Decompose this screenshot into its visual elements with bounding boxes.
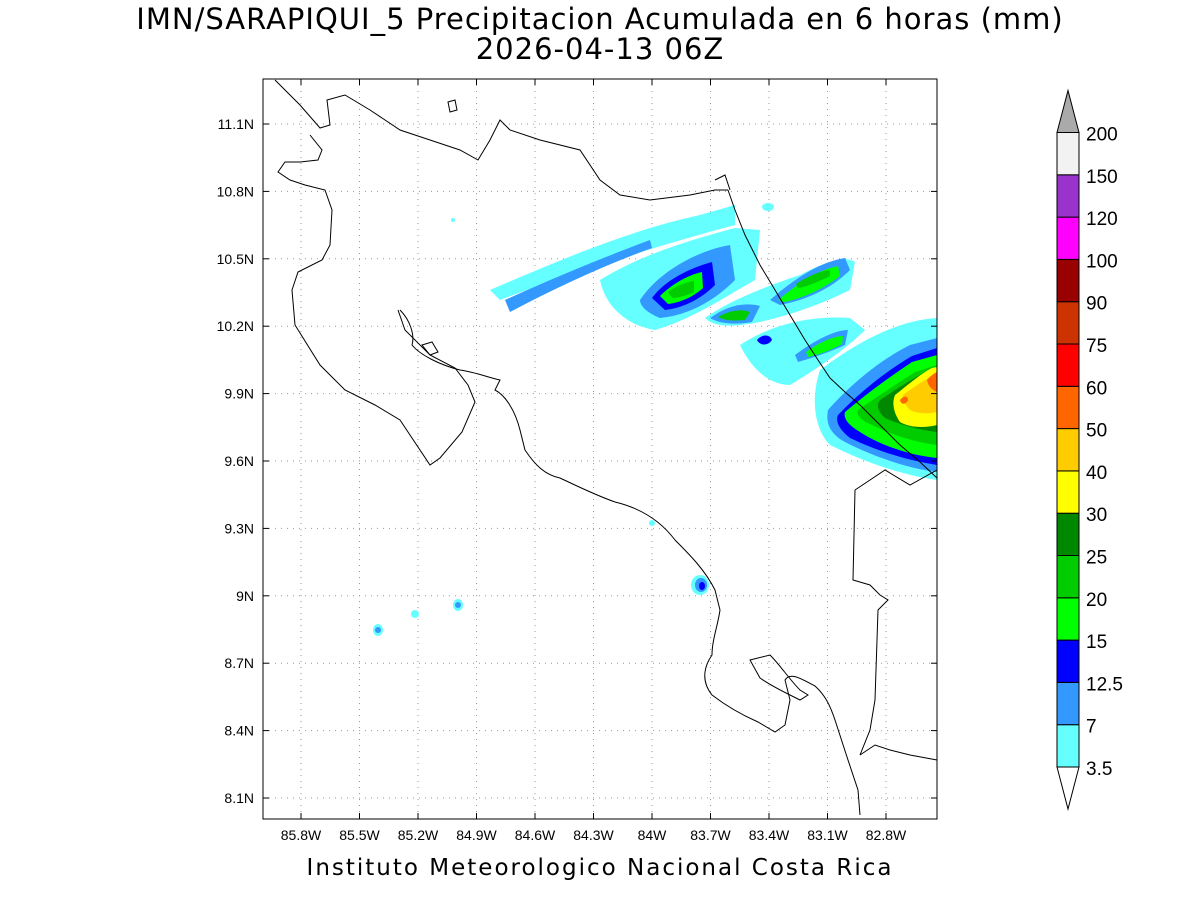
colorbar-label: 30 [1086,505,1107,526]
colorbar-segment [1056,258,1080,303]
osa-peninsula [749,654,809,701]
map-grid [263,79,937,819]
y-tick-label: 8.7N [224,655,254,671]
bocas-coast [854,469,938,491]
panama-pacific-coast [859,744,938,761]
colorbar-label: 200 [1086,125,1118,146]
colorbar-segment [1056,555,1080,599]
colorbar-segment [1056,385,1080,430]
rain-core-caribbean [814,318,937,480]
panama-border [852,489,889,756]
y-tick-label: 10.5N [217,251,254,267]
y-tick-label: 9N [236,588,254,604]
pacific-coast [399,309,861,816]
colorbar-segment [1056,512,1080,557]
colorbar-segment [1056,174,1080,218]
rain-band-north [490,205,865,385]
colorbar-segment [1056,343,1080,387]
coastlines-borders [274,79,938,816]
latitude-axis: 11.1N 10.8N 10.5N 10.2N 9.9N 9.6N 9.3N 9N 8.7N 8.… [217,116,937,806]
x-tick-label: 84.9W [456,827,497,843]
y-tick-label: 10.2N [217,318,254,334]
x-tick-label: 84.6W [515,827,556,843]
map-datetime: 2026-04-13 06Z [475,32,725,66]
footer-credit: Instituto Meteorologico Nacional Costa R… [306,855,894,881]
colorbar-segment [1056,639,1080,683]
precipitation-shading [373,203,937,636]
colorbar-label: 25 [1086,548,1107,569]
colorbar-label: 150 [1086,167,1118,188]
y-tick-label: 9.3N [224,520,254,536]
y-tick-label: 9.6N [224,453,254,469]
x-tick-label: 85.8W [281,827,322,843]
colorbar-segment [1056,597,1080,641]
colorbar-segment [1056,216,1080,260]
colorbar-label: 50 [1086,421,1107,442]
x-tick-label: 83.4W [749,827,790,843]
colorbar-label: 120 [1086,209,1118,230]
y-tick-label: 11.1N [218,116,254,132]
y-tick-label: 10.8N [217,183,254,199]
colorbar-segment [1056,681,1080,726]
colorbar-label: 12.5 [1086,674,1123,695]
colorbar-label: 90 [1086,294,1107,315]
x-tick-label: 83.1W [807,827,848,843]
x-tick-label: 85.2W [398,827,439,843]
y-tick-label: 9.9N [224,386,254,402]
colorbar-label: 20 [1086,590,1107,611]
lake-nicaragua-island [447,99,458,113]
colorbar-label: 40 [1086,463,1107,484]
x-tick-label: 85.5W [339,827,380,843]
map-frame [262,78,938,820]
caribbean-inlet [714,174,731,191]
nicaragua-border [274,79,728,201]
y-tick-label: 8.1N [224,790,254,806]
nicoya-coast [277,134,476,466]
colorbar: 3.5 7 12.5 15 20 25 30 40 50 60 75 90 100 120 150 200 [1056,88,1123,811]
colorbar-label: 100 [1086,251,1118,272]
x-tick-label: 84.3W [573,827,614,843]
colorbar-segment [1056,428,1080,472]
colorbar-label: 60 [1086,378,1107,399]
x-tick-label: 82.8W [866,827,907,843]
longitude-axis: 85.8W 85.5W 85.2W 84.9W 84.6W 84.3W 84W 83.7W 83… [281,79,907,843]
colorbar-label: 3.5 [1086,759,1112,780]
caribbean-coast [727,189,938,479]
colorbar-max-arrow [1056,88,1080,133]
colorbar-label: 75 [1086,336,1107,357]
colorbar-segment [1056,724,1080,768]
colorbar-min-arrow [1056,766,1080,811]
colorbar-label: 15 [1086,632,1107,653]
colorbar-segment [1056,470,1080,514]
map-title: IMN/SARAPIQUI_5 Precipitacion Acumulada … [136,2,1064,36]
colorbar-segment [1056,301,1080,345]
colorbar-label: 7 [1086,717,1097,738]
y-tick-label: 8.4N [224,723,254,739]
isolated-showers [373,203,774,636]
lake-outline [421,341,439,356]
x-tick-label: 83.7W [690,827,731,843]
x-tick-label: 84W [638,827,668,843]
colorbar-segment [1056,132,1080,176]
